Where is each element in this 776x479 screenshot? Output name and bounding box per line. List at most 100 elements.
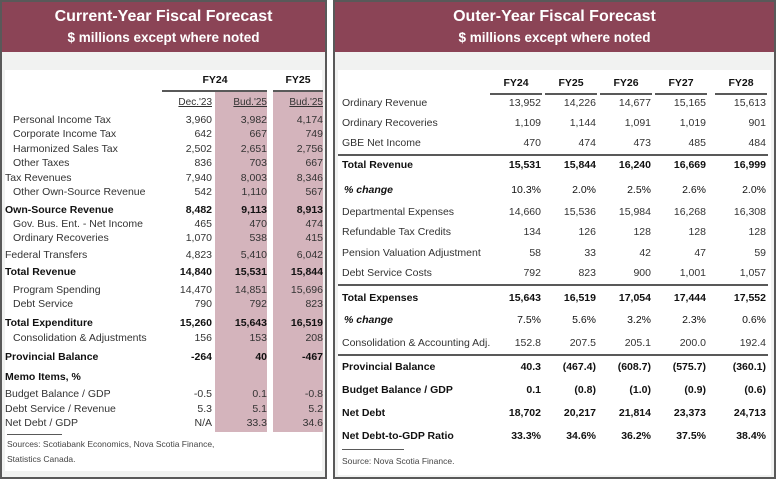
cell-value: 2.6% [682,184,706,196]
cell-value: 15,643 [508,292,541,304]
row-label: Personal Income Tax [13,114,111,126]
table-row: Departmental Expenses 14,660 15,536 15,984 1… [338,206,771,220]
cell-value: 900 [633,267,651,279]
cell-value: 47 [694,247,706,259]
cell-value: 33.3% [511,430,541,442]
cell-value: 15,613 [733,97,766,109]
header-rule [600,93,652,95]
table-row: Ordinary Revenue 13,952 14,226 14,677 15,165… [338,97,771,111]
cell-value: 14,677 [618,97,651,109]
row-label: % change [344,314,394,326]
cell-value: 15,536 [563,206,596,218]
cell-value: 465 [194,218,212,230]
row-label: GBE Net Income [342,137,421,149]
cell-value: 474 [305,218,323,230]
cell-value: (1.0) [629,384,651,396]
table-row: Total Expenditure 15,260 15,643 16,519 [5,317,323,331]
group-header: FY24 [202,74,228,86]
table-row: Debt Service 790 792 823 [5,298,323,312]
panel-title: Outer-Year Fiscal Forecast [453,8,656,25]
row-label: Other Taxes [13,157,70,169]
table-row: % change 10.3% 2.0% 2.5% 2.6% 2.0% [338,184,771,198]
cell-value: 0.1 [526,384,541,396]
row-label: Total Expenses [342,292,419,304]
cell-value: (0.6) [744,384,766,396]
panel-subtitle: $ millions except where noted [67,30,260,45]
cell-value: 703 [249,157,267,169]
cell-value: 16,268 [673,206,706,218]
panel-header: Outer-Year Fiscal Forecast $ millions ex… [335,2,774,52]
cell-value: 0.1 [252,388,267,400]
cell-value: 126 [578,226,596,238]
table-row: Personal Income Tax 3,960 3,982 4,174 [5,114,323,128]
column-header: FY24 [503,77,529,89]
cell-value: 16,519 [563,292,596,304]
table-row: Own-Source Revenue 8,482 9,113 8,913 [5,204,323,218]
table-row: Total Revenue 15,531 15,844 16,240 16,669 16,… [338,159,771,173]
cell-value: 14,660 [508,206,541,218]
row-label: Debt Service Costs [342,267,432,279]
cell-value: 567 [305,186,323,198]
row-label: Budget Balance / GDP [5,388,111,400]
row-label: Ordinary Recoveries [13,232,109,244]
table-row: Ordinary Recoveries 1,109 1,144 1,091 1,019 9… [338,117,771,131]
cell-value: (360.1) [732,361,766,373]
cell-value: -0.8 [304,388,323,400]
section-rule [338,154,768,156]
shaded-column [215,91,267,432]
cell-value: 16,999 [733,159,766,171]
cell-value: 16,308 [733,206,766,218]
cell-value: 5.6% [572,314,596,326]
header-rule [273,90,323,92]
column-header: FY27 [668,77,694,89]
outer-year-panel: Outer-Year Fiscal Forecast $ millions ex… [333,0,776,479]
cell-value: 15,844 [563,159,596,171]
cell-value: 8,346 [296,172,323,184]
cell-value: (0.8) [574,384,596,396]
cell-value: 14,470 [179,284,212,296]
cell-value: 9,113 [241,204,267,216]
cell-value: 15,984 [618,206,651,218]
cell-value: 156 [194,332,212,344]
cell-value: 59 [754,247,766,259]
row-label: Total Revenue [342,159,413,171]
cell-value: 1,109 [514,117,541,129]
row-label: Debt Service / Revenue [5,403,116,415]
cell-value: 4,823 [185,249,212,261]
cell-value: 15,260 [179,317,212,329]
cell-value: 15,643 [234,317,267,329]
row-label: Net Debt [342,407,386,419]
row-label: Gov. Bus. Ent. - Net Income [13,218,143,230]
cell-value: 0.6% [742,314,766,326]
cell-value: 2.0% [742,184,766,196]
table-row: Total Revenue 14,840 15,531 15,844 [5,266,323,280]
cell-value: 836 [194,157,212,169]
cell-value: 14,840 [179,266,212,278]
cell-value: 17,552 [733,292,766,304]
cell-value: 823 [578,267,596,279]
table-row: GBE Net Income 470 474 473 485 484 [338,137,771,151]
cell-value: 823 [305,298,323,310]
cell-value: 15,531 [508,159,541,171]
current-year-panel: Current-Year Fiscal Forecast $ millions … [0,0,327,479]
source-note: Source: Nova Scotia Finance. [342,456,455,466]
source-rule [7,434,62,435]
row-label: Tax Revenues [5,172,72,184]
table-row: Debt Service / Revenue 5.3 5.1 5.2 [5,403,323,417]
table-row: Net Debt / GDP N/A 33.3 34.6 [5,417,323,431]
cell-value: 14,226 [563,97,596,109]
cell-value: 1,057 [739,267,766,279]
cell-value: 792 [523,267,541,279]
cell-value: 13,952 [508,97,541,109]
cell-value: 3,960 [185,114,212,126]
cell-value: 23,373 [673,407,706,419]
cell-value: 207.5 [569,337,596,349]
panel-subtitle: $ millions except where noted [458,30,651,45]
shaded-column [273,91,323,432]
cell-value: 153 [249,332,267,344]
row-label: % change [344,184,394,196]
table-row: Gov. Bus. Ent. - Net Income 465 470 474 [5,218,323,232]
row-label: Ordinary Recoveries [342,117,438,129]
table-row: Provincial Balance 40.3 (467.4) (608.7) (575… [338,361,771,375]
cell-value: 152.8 [514,337,541,349]
